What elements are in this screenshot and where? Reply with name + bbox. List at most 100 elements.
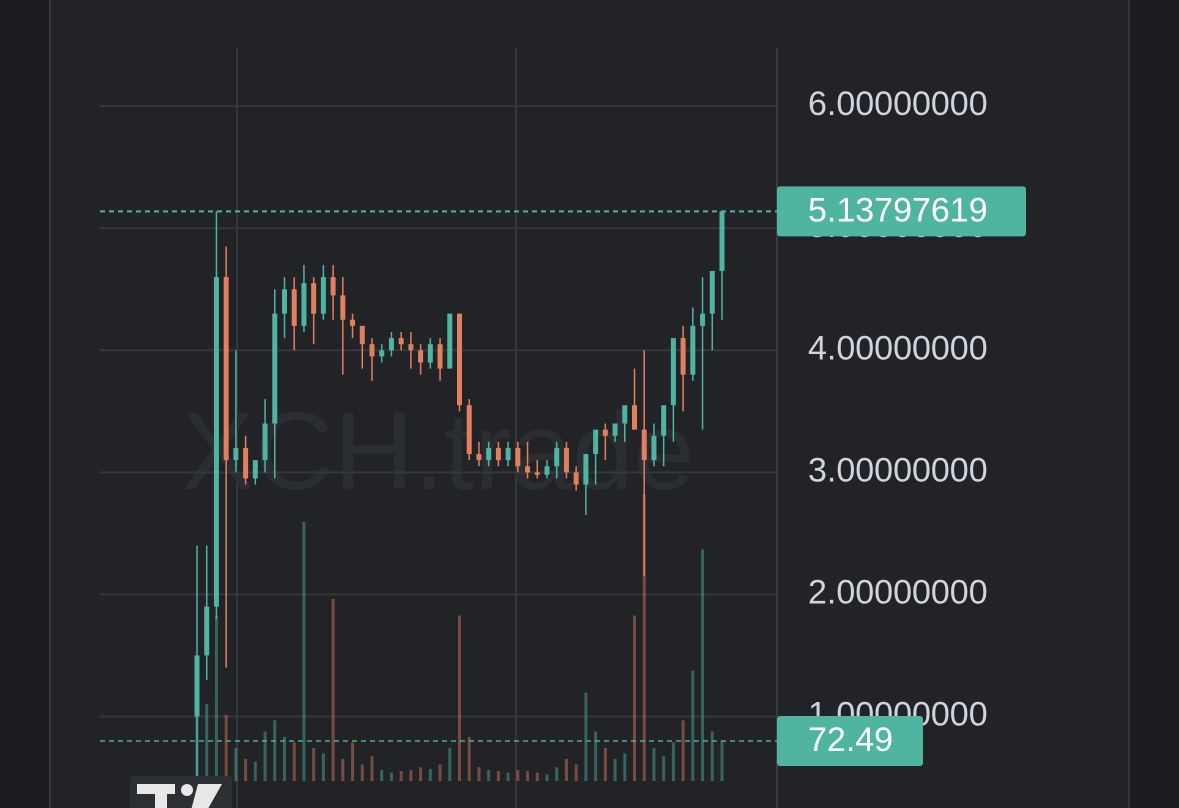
candle-body xyxy=(223,277,229,461)
candle-body xyxy=(427,344,433,363)
volume-bar xyxy=(613,758,617,781)
candle-body xyxy=(359,325,365,345)
candle-body xyxy=(301,283,307,326)
candle-body xyxy=(719,211,725,271)
candle-body xyxy=(700,313,706,326)
candle-body xyxy=(534,472,540,475)
y-tick-label: 3.00000000 xyxy=(808,451,988,489)
panel xyxy=(50,0,1129,808)
volume-bar xyxy=(321,753,325,781)
volume-bar xyxy=(312,747,316,781)
candle-body xyxy=(466,405,472,455)
candle-body xyxy=(593,429,599,455)
candle-body xyxy=(505,447,511,461)
volume-bar xyxy=(341,758,345,781)
volume-bar xyxy=(380,769,384,781)
volume-bar xyxy=(360,764,364,781)
candle-body xyxy=(651,435,657,461)
volume-bar xyxy=(399,771,403,781)
volume-bar xyxy=(701,549,705,781)
candle-body xyxy=(252,460,258,479)
candle-body xyxy=(340,295,346,320)
volume-bar xyxy=(662,756,666,781)
last-volume-label: 72.49 xyxy=(808,721,893,759)
logo-shape xyxy=(181,784,193,796)
last-volume-badge xyxy=(777,716,923,767)
candle-body xyxy=(690,325,696,375)
candle-body xyxy=(350,319,356,326)
candle-body xyxy=(330,277,336,296)
volume-bar xyxy=(409,769,413,781)
candle-body xyxy=(272,313,278,424)
candle-body xyxy=(661,405,667,436)
candle-body xyxy=(388,338,394,351)
volume-bar xyxy=(273,720,277,781)
volume-bar xyxy=(283,736,286,781)
volume-bar xyxy=(458,615,461,781)
candle-body xyxy=(194,655,200,717)
volume-bar xyxy=(516,769,520,781)
watermark: XCH.trade xyxy=(181,390,695,513)
candle-body xyxy=(495,447,501,461)
candle-body xyxy=(602,429,608,436)
volume-bar xyxy=(720,741,724,781)
volume-bar xyxy=(205,703,209,781)
candle-body xyxy=(437,344,443,369)
volume-bar xyxy=(564,758,568,781)
candle-body xyxy=(641,429,647,461)
volume-bar xyxy=(623,753,627,781)
volume-bar xyxy=(292,742,296,781)
volume-bar xyxy=(584,692,588,781)
candle-body xyxy=(398,338,404,345)
y-tick-label: 6.00000000 xyxy=(808,85,988,123)
candle-body xyxy=(632,405,637,430)
candle-body xyxy=(311,283,317,314)
volume-bar xyxy=(642,494,646,781)
volume-bar xyxy=(370,756,374,781)
volume-bar xyxy=(448,747,452,781)
volume-bar xyxy=(506,772,510,781)
candle-body xyxy=(515,447,521,467)
volume-bar xyxy=(671,742,675,781)
candle-body xyxy=(233,447,239,461)
candle-body xyxy=(418,350,424,363)
candle-body xyxy=(282,289,287,314)
volume-bar xyxy=(633,615,636,781)
volume-bar xyxy=(428,768,432,781)
volume-bar xyxy=(496,771,500,781)
logo-shape xyxy=(155,784,167,808)
candle-body xyxy=(320,277,326,314)
volume-bar xyxy=(467,736,471,781)
candle-body xyxy=(379,350,385,357)
volume-bar xyxy=(594,731,598,781)
volume-bar xyxy=(389,772,393,781)
candle-body xyxy=(680,338,686,375)
volume-bar xyxy=(526,771,530,781)
logo xyxy=(130,776,232,808)
volume-bar xyxy=(253,761,257,781)
candle-body xyxy=(554,447,560,467)
volume-bar xyxy=(603,747,607,781)
candle-body xyxy=(447,313,453,369)
volume-bar xyxy=(263,731,267,781)
candle-body xyxy=(369,344,375,357)
volume-bar xyxy=(681,720,685,781)
candle-body xyxy=(243,447,249,479)
candle-body xyxy=(670,338,676,406)
volume-bar xyxy=(555,767,559,781)
volume-bar xyxy=(331,599,335,781)
plot xyxy=(100,105,777,802)
volume-bar xyxy=(545,774,549,781)
volume-bar xyxy=(535,772,539,781)
volume-bar xyxy=(477,767,481,781)
volume-bar xyxy=(234,747,238,781)
candle-body xyxy=(457,313,462,406)
volume-bar xyxy=(419,767,423,781)
candle-body xyxy=(291,289,297,326)
candle-body xyxy=(262,423,268,461)
candle-body xyxy=(544,466,550,475)
last-price-badge xyxy=(777,186,1026,237)
logo-shape xyxy=(191,784,222,808)
